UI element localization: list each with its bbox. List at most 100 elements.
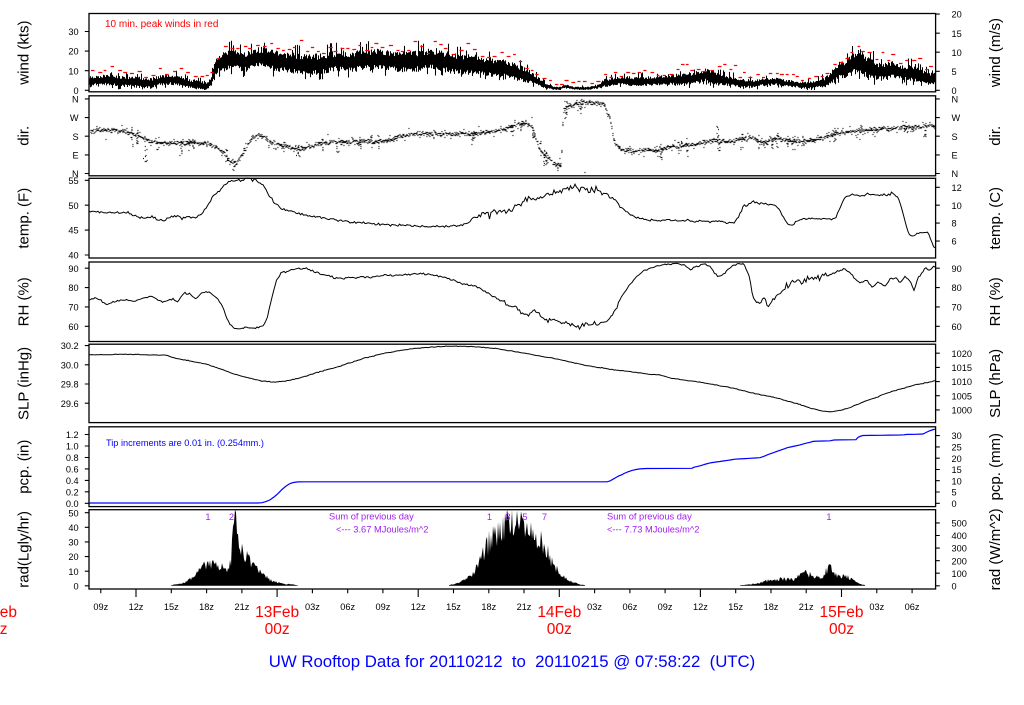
svg-text:5: 5	[522, 512, 527, 522]
svg-text:7: 7	[542, 512, 547, 522]
svg-text:dir.: dir.	[16, 126, 33, 146]
svg-text:70: 70	[952, 303, 962, 313]
svg-text:0: 0	[952, 499, 957, 509]
svg-text:00z: 00z	[547, 621, 572, 638]
svg-text:40: 40	[68, 251, 78, 261]
svg-text:400: 400	[952, 531, 967, 541]
svg-text:10: 10	[952, 476, 962, 486]
svg-text:10: 10	[952, 48, 962, 58]
svg-text:25: 25	[952, 443, 962, 453]
svg-text:12z: 12z	[129, 602, 144, 612]
svg-text:0.2: 0.2	[66, 487, 79, 497]
svg-text:10: 10	[952, 201, 962, 211]
svg-text:0.8: 0.8	[66, 453, 79, 463]
svg-text:1005: 1005	[952, 391, 972, 401]
svg-text:15: 15	[952, 465, 962, 475]
svg-text:N: N	[952, 169, 959, 179]
svg-text:30: 30	[952, 431, 962, 441]
svg-text:18z: 18z	[764, 602, 779, 612]
svg-text:15z: 15z	[164, 602, 179, 612]
svg-text:1.0: 1.0	[66, 442, 79, 452]
svg-text:N: N	[952, 95, 959, 105]
svg-text:12: 12	[952, 183, 962, 193]
svg-text:0: 0	[952, 86, 957, 96]
svg-text:09z: 09z	[375, 602, 390, 612]
svg-text:50: 50	[68, 508, 78, 518]
svg-text:15: 15	[952, 29, 962, 39]
svg-text:5: 5	[952, 488, 957, 498]
svg-text:500: 500	[952, 519, 967, 529]
svg-text:rad(Lgly/hr): rad(Lgly/hr)	[16, 511, 33, 588]
svg-text:Sum of previous day: Sum of previous day	[607, 512, 692, 522]
svg-text:300: 300	[952, 544, 967, 554]
svg-text:45: 45	[68, 226, 78, 236]
svg-text:5: 5	[952, 67, 957, 77]
svg-text:09z: 09z	[93, 602, 108, 612]
svg-text:03z: 03z	[305, 602, 320, 612]
svg-text:18z: 18z	[199, 602, 214, 612]
svg-text:15z: 15z	[728, 602, 743, 612]
svg-text:20: 20	[68, 47, 78, 57]
svg-text:8: 8	[952, 219, 957, 229]
svg-text:06z: 06z	[905, 602, 920, 612]
svg-text:10: 10	[68, 567, 78, 577]
svg-text:1: 1	[205, 512, 210, 522]
svg-text:70: 70	[68, 303, 78, 313]
svg-text:20: 20	[68, 552, 78, 562]
svg-text:60: 60	[68, 322, 78, 332]
svg-text:1000: 1000	[952, 406, 972, 416]
svg-text:21z: 21z	[234, 602, 249, 612]
svg-text:1015: 1015	[952, 363, 972, 373]
svg-text:2: 2	[229, 512, 234, 522]
svg-text:0: 0	[73, 86, 78, 96]
svg-text:10 min. peak winds in red: 10 min. peak winds in red	[105, 19, 218, 30]
svg-text:30: 30	[68, 27, 78, 37]
svg-text:RH (%): RH (%)	[16, 277, 33, 326]
svg-text:rad (W/m^2): rad (W/m^2)	[987, 508, 1004, 590]
svg-text:RH (%): RH (%)	[987, 277, 1004, 326]
svg-text:21z: 21z	[517, 602, 532, 612]
svg-text:W: W	[952, 113, 961, 123]
svg-text:10: 10	[68, 66, 78, 76]
svg-text:E: E	[952, 151, 958, 161]
svg-text:0.6: 0.6	[66, 465, 79, 475]
svg-text:0.4: 0.4	[66, 476, 79, 486]
svg-text:30: 30	[68, 538, 78, 548]
svg-text:15Feb: 15Feb	[820, 604, 864, 621]
svg-text:55: 55	[68, 176, 78, 186]
svg-text:0: 0	[73, 581, 78, 591]
svg-text:80: 80	[952, 283, 962, 293]
svg-text:Tip increments are 0.01 in. (0: Tip increments are 0.01 in. (0.254mm.)	[106, 438, 264, 448]
svg-text:03z: 03z	[869, 602, 884, 612]
svg-text:21z: 21z	[799, 602, 814, 612]
svg-text:06z: 06z	[622, 602, 637, 612]
svg-text:pcp. (mm): pcp. (mm)	[987, 433, 1004, 501]
svg-text:90: 90	[68, 264, 78, 274]
svg-text:SLP (inHg): SLP (inHg)	[16, 347, 33, 420]
svg-text:wind (m/s): wind (m/s)	[987, 18, 1004, 88]
svg-text:80: 80	[68, 283, 78, 293]
svg-text:40: 40	[68, 523, 78, 533]
svg-text:E: E	[72, 151, 78, 161]
svg-text:90: 90	[952, 264, 962, 274]
svg-text:29.6: 29.6	[61, 399, 79, 409]
svg-text:100: 100	[952, 569, 967, 579]
svg-text:3: 3	[505, 512, 510, 522]
svg-text:60: 60	[952, 322, 962, 332]
svg-text:29.8: 29.8	[61, 380, 79, 390]
svg-text:50: 50	[68, 201, 78, 211]
svg-text:200: 200	[952, 556, 967, 566]
svg-text:00z: 00z	[265, 621, 290, 638]
svg-text:1020: 1020	[952, 349, 972, 359]
svg-text:N: N	[72, 95, 79, 105]
svg-text:30.0: 30.0	[61, 360, 79, 370]
svg-text:20: 20	[952, 10, 962, 20]
svg-text:12z: 12z	[411, 602, 426, 612]
svg-text:temp. (C): temp. (C)	[987, 187, 1004, 250]
svg-text:Sum of previous day: Sum of previous day	[329, 512, 414, 522]
svg-text:20: 20	[952, 454, 962, 464]
svg-text:0.0: 0.0	[66, 499, 79, 509]
svg-text:SLP (hPa): SLP (hPa)	[987, 349, 1004, 418]
svg-text:06z: 06z	[340, 602, 355, 612]
svg-text:18z: 18z	[481, 602, 496, 612]
